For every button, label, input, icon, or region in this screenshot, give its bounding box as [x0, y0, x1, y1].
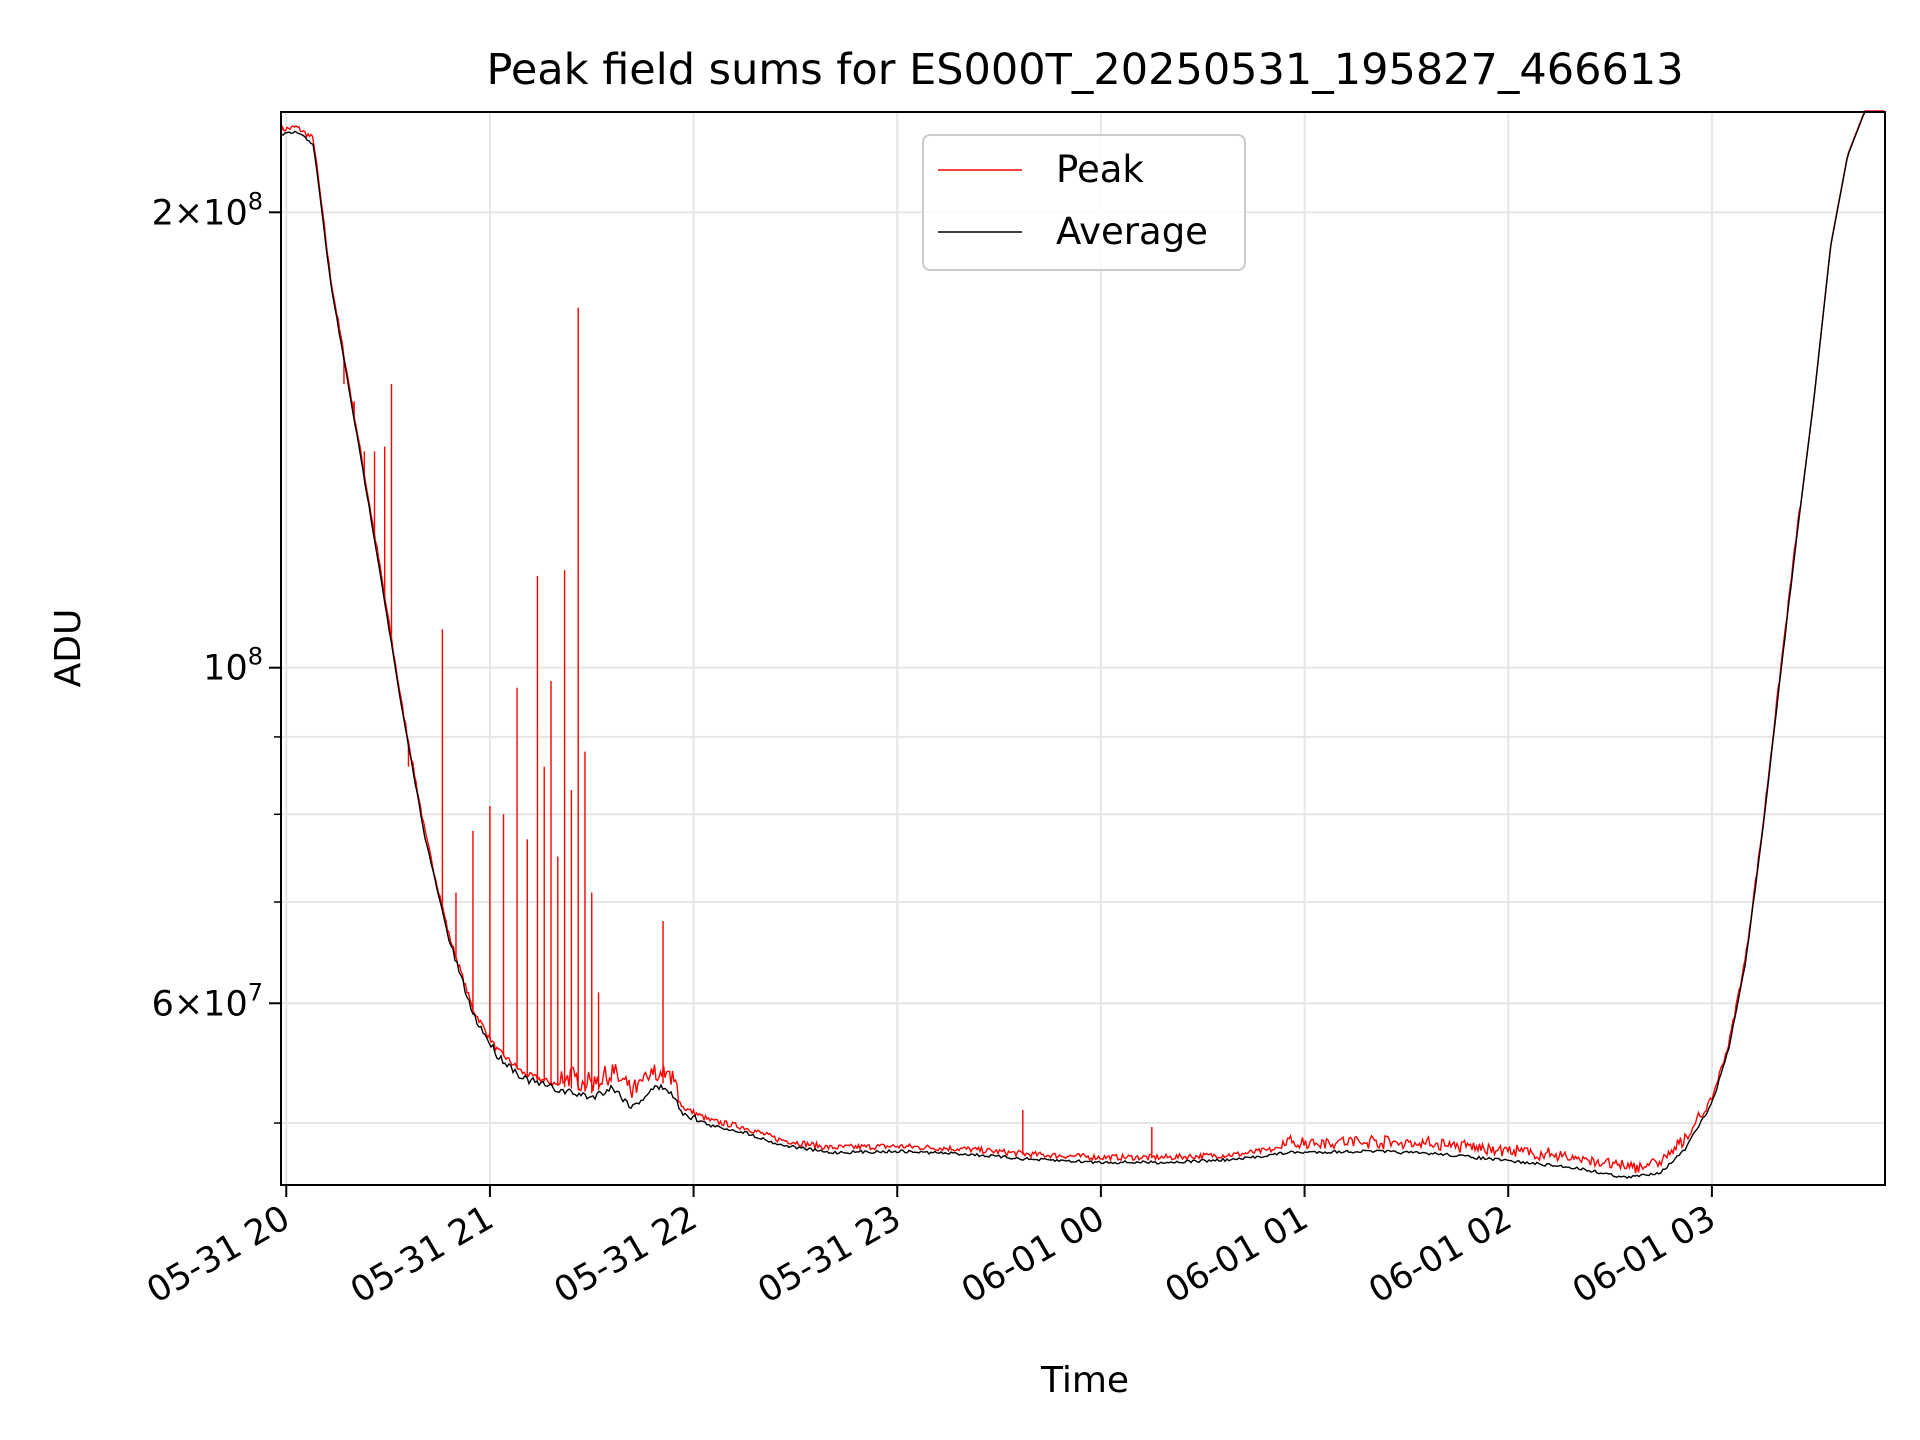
chart-title: Peak field sums for ES000T_20250531_1958…: [486, 45, 1683, 95]
legend-peak-label: Peak: [1056, 148, 1144, 191]
y-axis-label: ADU: [48, 609, 89, 688]
series-layer: [280, 110, 1885, 1180]
series-average-line: [280, 111, 1885, 1180]
x-axis-label: Time: [1040, 1360, 1129, 1401]
legend-average-label: Average: [1056, 210, 1208, 253]
plot-frame: [280, 111, 1886, 1186]
legend-box: [922, 134, 1246, 271]
series-peak-line: [280, 110, 1885, 1174]
legend: Peak Average: [922, 134, 1246, 271]
y-tick-label: 108: [203, 643, 263, 689]
y-tick-label: 2×108: [152, 187, 263, 233]
y-tick-label: 6×107: [152, 978, 263, 1024]
